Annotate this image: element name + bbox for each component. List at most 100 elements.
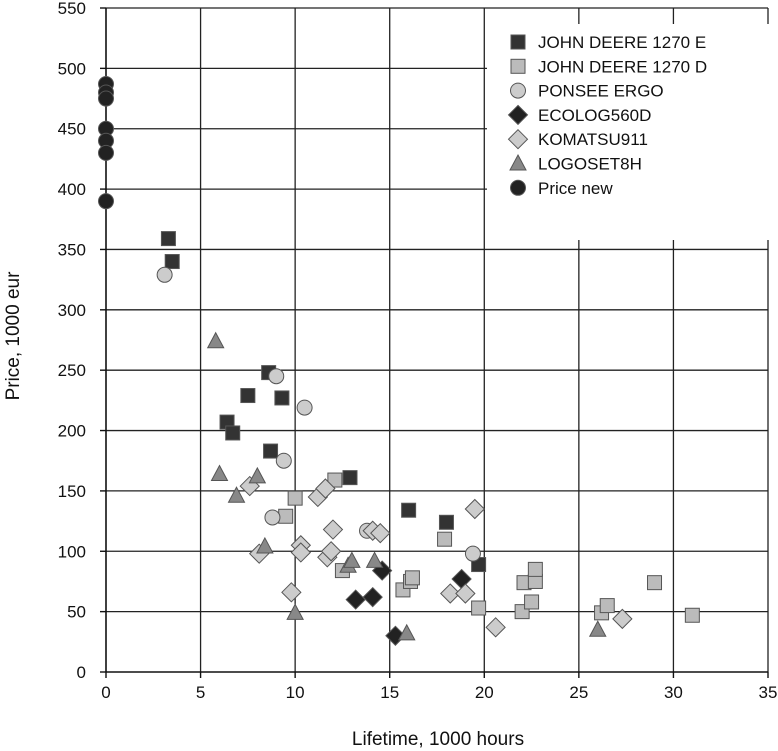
- legend-marker: [510, 58, 526, 74]
- data-point: [225, 425, 241, 441]
- data-point: [342, 470, 358, 486]
- legend-label: Price new: [538, 179, 613, 198]
- data-point: [599, 598, 615, 614]
- data-point: [206, 331, 225, 349]
- data-point: [256, 536, 274, 554]
- x-tick-label: 25: [569, 683, 588, 702]
- legend-marker: [510, 82, 526, 99]
- data-point: [397, 623, 416, 641]
- data-point: [98, 144, 114, 161]
- y-tick-label: 400: [58, 180, 86, 199]
- data-point: [210, 464, 229, 482]
- legend-label: ECOLOG560D: [538, 106, 651, 125]
- data-point: [440, 583, 461, 604]
- data-point: [647, 575, 663, 591]
- y-tick-label: 50: [67, 603, 86, 622]
- data-point: [268, 368, 285, 385]
- data-point: [362, 586, 383, 608]
- data-point: [343, 551, 361, 568]
- legend-label: LOGOSET8H: [538, 155, 642, 174]
- x-tick-label: 5: [196, 683, 205, 702]
- data-point: [401, 502, 417, 518]
- data-point: [274, 390, 290, 406]
- y-tick-label: 150: [58, 482, 86, 501]
- x-tick-label: 35: [759, 683, 778, 702]
- series-1: [278, 472, 700, 623]
- legend-marker: [510, 34, 526, 50]
- legend-label: PONSEE ERGO: [538, 82, 664, 101]
- data-point: [438, 514, 454, 530]
- data-point: [437, 531, 453, 547]
- y-tick-label: 0: [77, 663, 86, 682]
- legend-label: JOHN DEERE 1270 D: [538, 57, 707, 76]
- data-point: [287, 490, 303, 506]
- y-tick-label: 200: [58, 422, 86, 441]
- data-point: [365, 551, 384, 568]
- data-point: [385, 625, 406, 646]
- data-point: [455, 583, 476, 604]
- y-tick-label: 300: [58, 301, 86, 320]
- y-tick-label: 550: [58, 0, 86, 18]
- data-point: [471, 600, 487, 616]
- series-4: [239, 475, 633, 638]
- data-points: [98, 76, 700, 646]
- data-point: [485, 617, 506, 638]
- legend: JOHN DEERE 1270 E JOHN DEERE 1270 D PONSEE…: [487, 24, 769, 240]
- data-point: [612, 608, 633, 630]
- data-point: [345, 589, 366, 610]
- y-axis-title: Price, 1000 eur: [3, 271, 24, 401]
- data-point: [588, 620, 607, 637]
- data-point: [404, 570, 420, 586]
- y-tick-label: 450: [58, 120, 86, 139]
- series-6: [98, 76, 114, 210]
- legend-marker: [507, 128, 529, 150]
- data-point: [464, 545, 481, 562]
- legend-label: JOHN DEERE 1270 E: [538, 33, 706, 52]
- data-point: [451, 568, 472, 590]
- data-point: [286, 603, 304, 620]
- data-point: [296, 399, 313, 416]
- data-point: [327, 472, 343, 488]
- data-point: [164, 254, 180, 270]
- x-tick-label: 20: [475, 683, 494, 702]
- x-tick-label: 0: [101, 683, 110, 702]
- series-5: [206, 331, 607, 641]
- y-tick-label: 500: [58, 59, 86, 78]
- x-tick-label: 30: [664, 683, 683, 702]
- x-tick-label: 10: [286, 683, 305, 702]
- data-point: [370, 522, 391, 544]
- legend-marker: [509, 153, 527, 171]
- data-point: [98, 90, 114, 107]
- data-point: [248, 466, 267, 484]
- series-2: [156, 266, 481, 562]
- data-point: [524, 594, 540, 610]
- data-point: [263, 443, 279, 459]
- data-point: [160, 231, 176, 247]
- data-point: [322, 519, 344, 540]
- data-point: [156, 266, 173, 283]
- data-point: [290, 542, 312, 563]
- data-point: [98, 193, 114, 210]
- data-point: [684, 607, 700, 623]
- legend-marker: [510, 179, 526, 196]
- data-point: [281, 582, 302, 603]
- data-point: [264, 509, 281, 526]
- legend-box: [487, 24, 769, 240]
- data-point: [227, 486, 246, 503]
- y-tick-label: 100: [58, 542, 86, 561]
- x-tick-label: 15: [380, 683, 399, 702]
- data-point: [464, 498, 486, 520]
- tick-labels: 0 5 10 15 20 25 30 3505010015020025030035040045…: [58, 0, 778, 702]
- data-point: [320, 541, 342, 562]
- legend-label: KOMATSU911: [538, 130, 648, 149]
- data-point: [527, 561, 543, 577]
- y-tick-label: 250: [58, 361, 86, 380]
- y-tick-label: 350: [58, 240, 86, 259]
- data-point: [315, 478, 336, 499]
- data-point: [278, 508, 294, 524]
- x-axis-title: Lifetime, 1000 hours: [352, 729, 524, 750]
- data-point: [240, 388, 256, 404]
- series-0: [160, 231, 487, 573]
- data-point: [275, 452, 292, 469]
